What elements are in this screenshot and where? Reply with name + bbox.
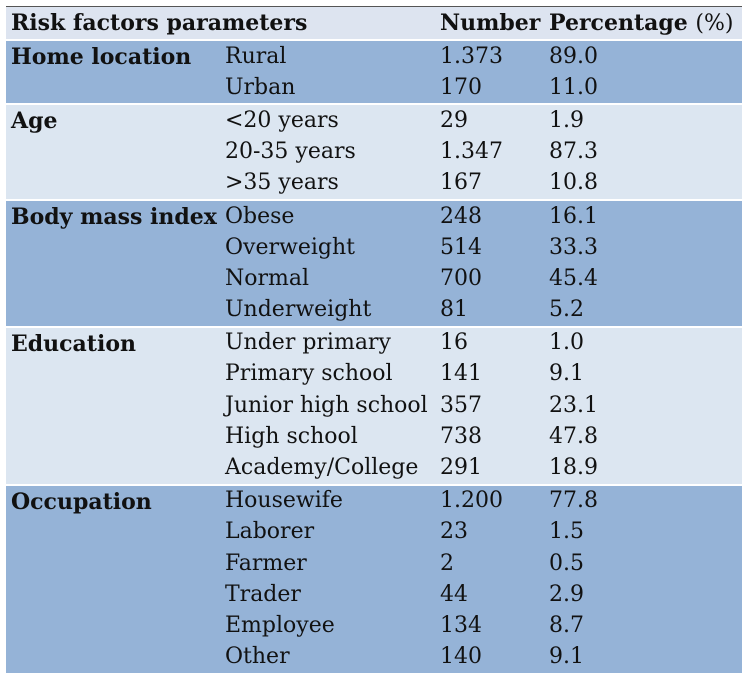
row-percentage-cell: 33.3 bbox=[549, 234, 598, 260]
row-number-cell: 16 bbox=[440, 330, 469, 356]
row-percentage-cell: 8.7 bbox=[549, 612, 585, 638]
group-age: Age <20 years 29 1.9 20-35 years 1.347 87.3 >35… bbox=[6, 104, 743, 200]
row-label-cell: Normal bbox=[225, 265, 310, 291]
row-label-cell: Housewife bbox=[225, 488, 343, 514]
table-row: Age <20 years 29 1.9 bbox=[6, 104, 743, 137]
row-percentage-cell: 18.9 bbox=[549, 455, 598, 481]
risk-factors-table: Risk factors parameters Number Percentag… bbox=[6, 6, 743, 673]
group-name-cell: Occupation bbox=[11, 488, 152, 515]
row-number-cell: 141 bbox=[440, 361, 483, 387]
header-risk-factors: Risk factors parameters bbox=[6, 6, 436, 41]
row-label-cell: Academy/College bbox=[225, 455, 419, 481]
row-label-cell: Trader bbox=[225, 581, 301, 607]
row-label-cell: Other bbox=[225, 644, 290, 670]
row-number-cell: 1.200 bbox=[440, 488, 503, 514]
row-number-cell: 140 bbox=[440, 644, 483, 670]
row-percentage-cell: 47.8 bbox=[549, 423, 598, 449]
row-number-cell: 1.347 bbox=[440, 139, 503, 165]
row-percentage-cell: 9.1 bbox=[549, 361, 585, 387]
risk-factors-table-wrapper: Risk factors parameters Number Percentag… bbox=[6, 6, 743, 673]
group-name-cell: Body mass index bbox=[11, 203, 217, 230]
row-percentage-cell: 9.1 bbox=[549, 644, 585, 670]
header-percentage-label: Percentage bbox=[549, 10, 688, 36]
table-row: Occupation Housewife 1.200 77.8 bbox=[6, 484, 743, 517]
row-number-cell: 81 bbox=[440, 297, 469, 323]
header-number: Number bbox=[435, 6, 545, 41]
row-label-cell: Employee bbox=[225, 612, 335, 638]
group-name-cell: Home location bbox=[11, 44, 192, 70]
row-percentage-cell: 16.1 bbox=[549, 203, 598, 229]
group-name-cell: Education bbox=[11, 330, 136, 357]
row-percentage-cell: 87.3 bbox=[549, 139, 598, 165]
row-number-cell: 357 bbox=[440, 392, 483, 418]
row-percentage-cell: 1.0 bbox=[549, 330, 585, 356]
row-number-cell: 248 bbox=[440, 203, 483, 229]
row-percentage-cell: 11.0 bbox=[549, 74, 598, 100]
row-number-cell: 170 bbox=[440, 74, 483, 100]
row-percentage-cell: 1.5 bbox=[549, 519, 585, 545]
row-percentage-cell: 1.9 bbox=[549, 107, 585, 133]
table-row: Body mass index Obese 248 16.1 bbox=[6, 199, 743, 233]
row-number-cell: 291 bbox=[440, 455, 483, 481]
row-percentage-cell: 77.8 bbox=[549, 488, 598, 514]
group-body-mass-index: Body mass index Obese 248 16.1 Overweight 514… bbox=[6, 199, 743, 327]
row-number-cell: 2 bbox=[440, 550, 455, 576]
table-row: Education Under primary 16 1.0 bbox=[6, 326, 743, 359]
row-label-cell: 20-35 years bbox=[225, 139, 356, 165]
row-label-cell: Rural bbox=[225, 43, 287, 69]
row-percentage-cell: 2.9 bbox=[549, 581, 585, 607]
row-number-cell: 23 bbox=[440, 519, 469, 545]
group-education: Education Under primary 16 1.0 Primary schoo… bbox=[6, 326, 743, 485]
row-label-cell: Primary school bbox=[225, 361, 393, 387]
row-percentage-cell: 23.1 bbox=[549, 392, 598, 418]
group-occupation: Occupation Housewife 1.200 77.8 Laborer 23 1.5… bbox=[6, 484, 743, 673]
row-label-cell: Obese bbox=[225, 203, 295, 229]
row-label-cell: >35 years bbox=[225, 170, 339, 196]
row-percentage-cell: 5.2 bbox=[549, 297, 585, 323]
row-label-cell: Farmer bbox=[225, 550, 307, 576]
row-percentage-cell: 45.4 bbox=[549, 265, 598, 291]
group-home-location: Home location Rural 1.373 89.0 Urban 170 11.0 bbox=[6, 40, 743, 105]
row-percentage-cell: 89.0 bbox=[549, 43, 598, 69]
row-number-cell: 738 bbox=[440, 423, 483, 449]
header-percentage: Percentage (%) bbox=[544, 6, 743, 41]
header-row: Risk factors parameters Number Percentag… bbox=[6, 6, 743, 41]
row-label-cell: Junior high school bbox=[225, 392, 428, 418]
row-number-cell: 29 bbox=[440, 107, 469, 133]
row-label-cell: Underweight bbox=[225, 297, 372, 323]
row-label-cell: High school bbox=[225, 423, 358, 449]
row-number-cell: 44 bbox=[440, 581, 469, 607]
table-header: Risk factors parameters Number Percentag… bbox=[6, 6, 743, 41]
table-row: Home location Rural 1.373 89.0 bbox=[6, 40, 743, 73]
row-label-cell: Laborer bbox=[225, 519, 315, 545]
row-number-cell: 167 bbox=[440, 170, 483, 196]
row-label-cell: Overweight bbox=[225, 234, 355, 260]
row-number-cell: 1.373 bbox=[440, 43, 503, 69]
row-percentage-cell: 10.8 bbox=[549, 170, 598, 196]
row-label-cell: <20 years bbox=[225, 107, 339, 133]
header-percentage-unit: (%) bbox=[695, 11, 734, 36]
row-label-cell: Urban bbox=[225, 74, 296, 100]
row-number-cell: 514 bbox=[440, 234, 483, 260]
row-percentage-cell: 0.5 bbox=[549, 550, 585, 576]
group-name-cell: Age bbox=[11, 108, 58, 135]
row-number-cell: 134 bbox=[440, 612, 483, 638]
row-number-cell: 700 bbox=[440, 265, 483, 291]
row-label-cell: Under primary bbox=[225, 330, 391, 356]
